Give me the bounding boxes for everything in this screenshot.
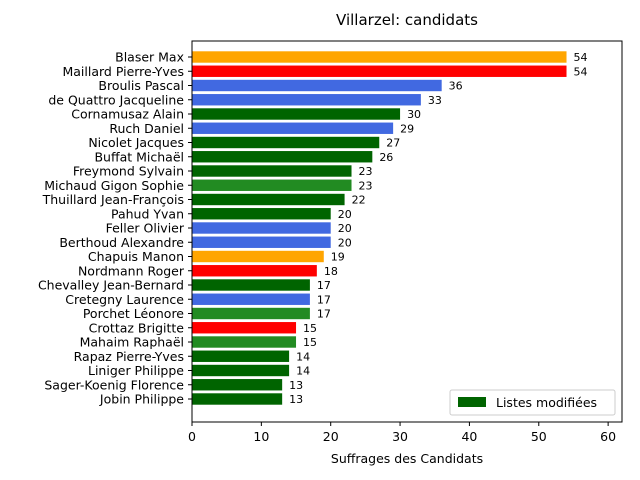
value-label: 27 <box>386 137 400 150</box>
bar <box>192 379 283 391</box>
value-label: 33 <box>428 94 442 107</box>
category-label: Berthoud Alexandre <box>59 235 184 250</box>
bar <box>192 322 297 334</box>
category-label: Nordmann Roger <box>78 263 185 278</box>
bar <box>192 179 352 191</box>
x-tick-label: 30 <box>392 429 408 444</box>
bar <box>192 236 331 248</box>
bar <box>192 79 442 92</box>
value-label: 20 <box>338 236 352 249</box>
value-label: 15 <box>303 336 317 349</box>
value-label: 54 <box>574 65 588 78</box>
value-label: 13 <box>289 379 303 392</box>
category-label: Feller Olivier <box>106 221 185 236</box>
axes-layer: 0 10 20 30 40 50 60 <box>188 40 623 444</box>
category-label: Thuillard Jean-François <box>42 192 184 207</box>
legend-swatch <box>458 397 486 407</box>
bar <box>192 65 567 77</box>
value-label: 26 <box>379 151 393 164</box>
category-label: Blaser Max <box>115 50 184 65</box>
bar <box>192 350 290 362</box>
value-label: 36 <box>449 80 463 93</box>
bar <box>192 293 310 305</box>
legend: Listes modifiées <box>449 389 616 416</box>
category-label: Freymond Sylvain <box>73 164 184 179</box>
bars-layer: Blaser Max 54 Maillard Pierre-Yves 54 Brouli… <box>38 50 588 407</box>
value-label: 30 <box>407 108 421 121</box>
category-label: Ruch Daniel <box>109 121 184 136</box>
bar <box>192 51 567 63</box>
category-label: Maillard Pierre-Yves <box>62 64 184 79</box>
value-label: 17 <box>317 279 331 292</box>
value-label: 15 <box>303 322 317 335</box>
bar <box>192 307 310 320</box>
bar <box>192 193 345 206</box>
category-label: Liniger Philippe <box>88 363 184 378</box>
category-label: Mahaim Raphaël <box>80 335 184 350</box>
x-tick-label: 10 <box>253 429 269 444</box>
value-label: 29 <box>400 122 414 135</box>
category-label: Sager-Koenig Florence <box>44 377 184 392</box>
bar <box>192 336 297 348</box>
value-label: 17 <box>317 308 331 321</box>
x-axis-title: Suffrages des Candidats <box>331 451 483 466</box>
x-tick-label: 0 <box>188 429 196 444</box>
bar <box>192 94 421 106</box>
x-tick-label: 50 <box>531 429 547 444</box>
value-label: 14 <box>296 365 310 378</box>
value-label: 20 <box>338 222 352 235</box>
value-label: 17 <box>317 293 331 306</box>
bar <box>192 108 401 120</box>
value-label: 13 <box>289 393 303 406</box>
x-tick-label: 60 <box>600 429 616 444</box>
category-label: Chevalley Jean-Bernard <box>38 278 184 293</box>
value-label: 22 <box>352 194 366 207</box>
value-label: 14 <box>296 350 310 363</box>
category-label: Porchet Léonore <box>83 306 184 321</box>
category-label: Cornamusaz Alain <box>71 107 184 122</box>
category-label: Nicolet Jacques <box>88 135 184 150</box>
bar <box>192 393 283 405</box>
category-label: Michaud Gigon Sophie <box>44 178 184 193</box>
bar <box>192 265 317 277</box>
x-tick-label: 40 <box>461 429 477 444</box>
bar <box>192 136 380 149</box>
legend-box <box>449 389 616 416</box>
value-label: 23 <box>359 179 373 192</box>
x-tick-label: 20 <box>323 429 339 444</box>
bar <box>192 165 352 177</box>
category-label: Chapuis Manon <box>88 249 184 264</box>
value-label: 19 <box>331 251 345 264</box>
category-label: Rapaz Pierre-Yves <box>74 349 184 364</box>
category-label: Crottaz Brigitte <box>89 320 185 335</box>
category-label: de Quattro Jacqueline <box>48 92 184 107</box>
bar <box>192 222 331 234</box>
value-label: 54 <box>574 51 588 64</box>
bar <box>192 279 310 291</box>
value-label: 18 <box>324 265 338 278</box>
plot-frame <box>191 40 623 423</box>
legend-label: Listes modifiées <box>496 395 597 410</box>
bar <box>192 151 373 163</box>
category-label: Broulis Pascal <box>98 78 184 93</box>
bar <box>192 250 324 263</box>
category-label: Cretegny Laurence <box>65 292 184 307</box>
bar <box>192 122 394 134</box>
value-label: 20 <box>338 208 352 221</box>
bar <box>192 208 331 220</box>
category-label: Jobin Philippe <box>99 392 184 407</box>
category-label: Buffat Michaël <box>94 149 184 164</box>
chart-title: Villarzel: candidats <box>336 11 478 29</box>
value-label: 23 <box>359 165 373 178</box>
bar <box>192 364 290 377</box>
category-label: Pahud Yvan <box>111 206 184 221</box>
